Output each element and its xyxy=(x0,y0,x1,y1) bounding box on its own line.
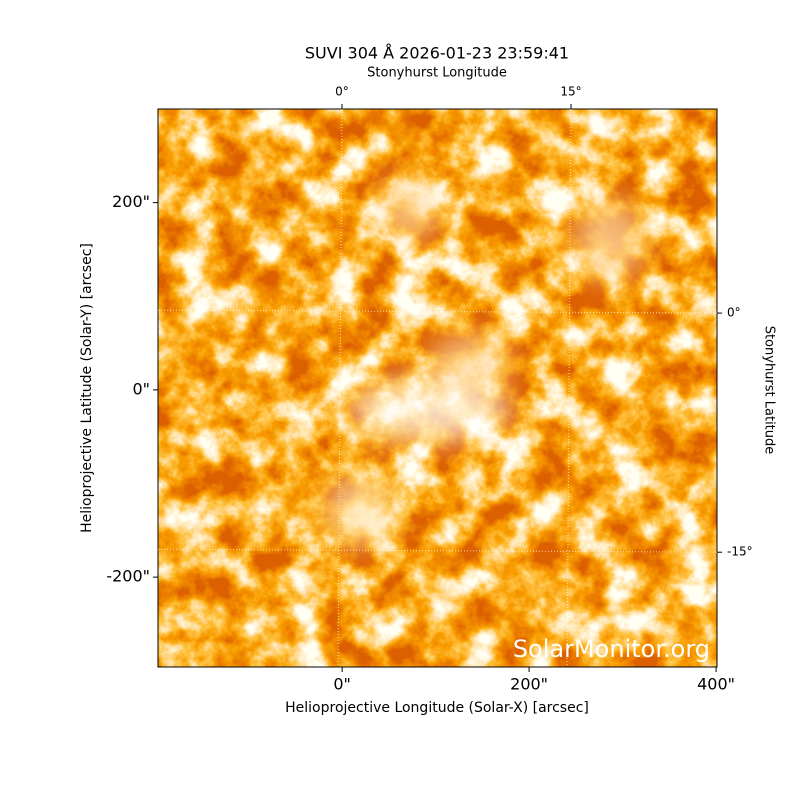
grid-line xyxy=(157,309,718,314)
y2-tick-label: -15° xyxy=(727,545,753,559)
watermark: SolarMonitor.org xyxy=(513,635,710,663)
y-tick-label: 0" xyxy=(132,379,150,398)
x-label: Helioprojective Longitude (Solar-X) [arc… xyxy=(285,700,589,716)
y-tick-label: 200" xyxy=(112,192,150,211)
plot-frame xyxy=(157,108,718,668)
x-tick-label: 400" xyxy=(697,675,735,694)
y2-tick-label: 0° xyxy=(727,306,741,320)
y2-label: Stonyhurst Latitude xyxy=(762,326,777,455)
y-tick-label: -200" xyxy=(106,567,150,586)
solar-image xyxy=(158,109,717,667)
x2-tick-label: 0° xyxy=(335,85,349,99)
grid-line xyxy=(157,548,718,553)
x-tick-label: 0" xyxy=(333,675,351,694)
y-label: Helioprojective Latitude (Solar-Y) [arcs… xyxy=(79,243,95,533)
bright-region xyxy=(325,180,645,545)
chart-title: SUVI 304 Å 2026-01-23 23:59:41 xyxy=(305,44,569,63)
grid-line xyxy=(337,108,343,668)
x2-tick-label: 15° xyxy=(560,85,581,99)
x2-label: Stonyhurst Longitude xyxy=(367,66,507,81)
x-tick-label: 200" xyxy=(510,675,548,694)
grid-line xyxy=(566,108,572,668)
